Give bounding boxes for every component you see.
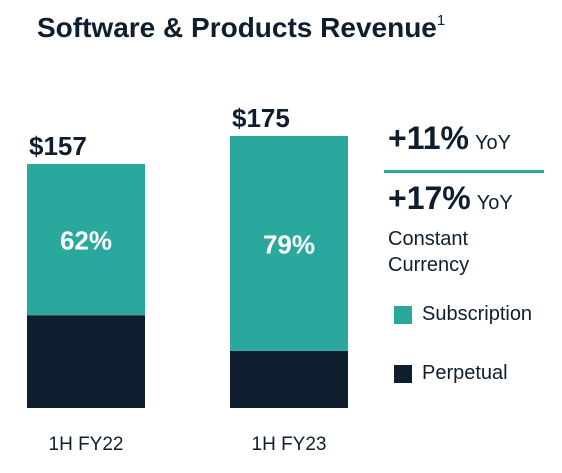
yoy-growth-cc: +17% YoY bbox=[388, 180, 513, 217]
chart-title: Software & Products Revenue1 bbox=[37, 12, 445, 44]
growth-divider bbox=[384, 170, 544, 173]
category-label: 1H FY22 bbox=[49, 434, 124, 455]
chart-title-text: Software & Products Revenue bbox=[37, 12, 437, 43]
bar-subscription bbox=[230, 136, 348, 351]
legend-swatch-perpetual bbox=[394, 364, 412, 383]
legend-item-subscription: Subscription bbox=[394, 303, 532, 326]
yoy-growth-cc-value: +17% bbox=[388, 180, 471, 216]
yoy-growth: +11% YoY bbox=[388, 120, 511, 157]
legend-item-perpetual: Perpetual bbox=[394, 362, 508, 385]
constant-currency-line1: Constant bbox=[388, 228, 469, 250]
bar-total-label: $157 bbox=[29, 131, 87, 161]
yoy-growth-value: +11% bbox=[388, 120, 469, 156]
bar-total-label: $175 bbox=[232, 103, 290, 133]
legend-label-perpetual: Perpetual bbox=[422, 362, 508, 384]
constant-currency-note: Constant Currency bbox=[388, 226, 528, 278]
bar-perpetual bbox=[230, 350, 348, 408]
bar-perpetual bbox=[27, 315, 145, 408]
category-label: 1H FY23 bbox=[252, 434, 327, 455]
bar-subscription bbox=[27, 163, 145, 316]
legend-label-subscription: Subscription bbox=[422, 303, 533, 325]
bar-share-label: 79% bbox=[263, 229, 315, 259]
yoy-growth-label: YoY bbox=[474, 132, 511, 154]
constant-currency-line2: Currency bbox=[388, 254, 470, 276]
legend-swatch-subscription bbox=[394, 305, 412, 324]
yoy-growth-cc-label: YoY bbox=[476, 192, 513, 214]
bar-share-label: 62% bbox=[60, 226, 112, 256]
title-footnote: 1 bbox=[436, 11, 446, 29]
